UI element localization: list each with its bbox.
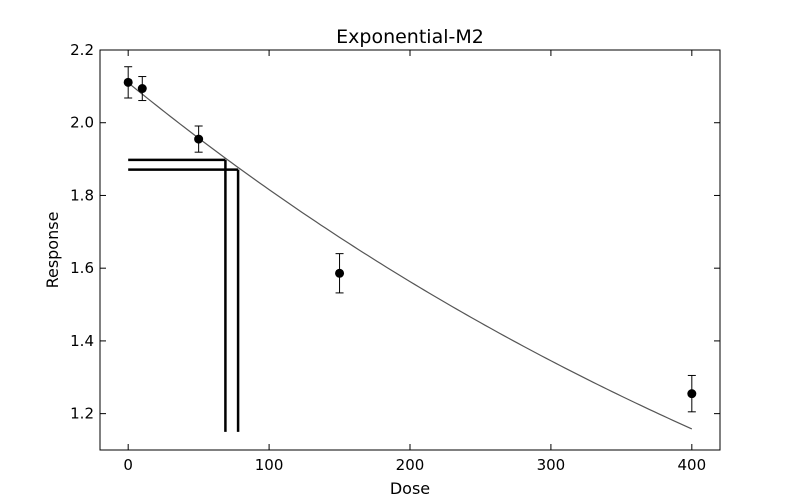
fit-curve: [127, 82, 693, 430]
y-axis-label: Response: [43, 212, 62, 289]
data-point: [687, 389, 697, 399]
fit-curve-layer: [127, 82, 693, 430]
x-tick-label: 0: [123, 456, 133, 474]
y-tick-label: 1.2: [70, 405, 94, 423]
chart-title: Exponential-M2: [336, 26, 484, 48]
y-axis-ticks: 1.2 1.4 1.6 1.8 2.0 2.2: [70, 41, 720, 423]
y-tick-label: 2.2: [70, 41, 94, 59]
x-tick-label: 300: [537, 456, 566, 474]
x-axis-label: Dose: [390, 479, 430, 498]
data-point: [335, 268, 345, 278]
x-tick-label: 100: [255, 456, 284, 474]
data-point: [137, 84, 147, 94]
y-tick-label: 1.6: [70, 259, 94, 277]
plot-area: 0 100 200 300 400 1.2 1.4 1.6 1.8 2.0 2.2: [70, 41, 721, 474]
y-tick-label: 1.8: [70, 186, 94, 204]
x-axis-ticks: 0 100 200 300 400: [123, 50, 706, 474]
data-points-layer: [123, 66, 697, 413]
x-tick-label: 200: [396, 456, 425, 474]
data-point: [194, 134, 204, 144]
reference-lines-layer: [128, 158, 240, 432]
x-tick-label: 400: [677, 456, 706, 474]
data-point: [123, 77, 133, 87]
plot-frame: [99, 49, 721, 451]
y-tick-label: 2.0: [70, 114, 94, 132]
y-tick-label: 1.4: [70, 332, 94, 350]
